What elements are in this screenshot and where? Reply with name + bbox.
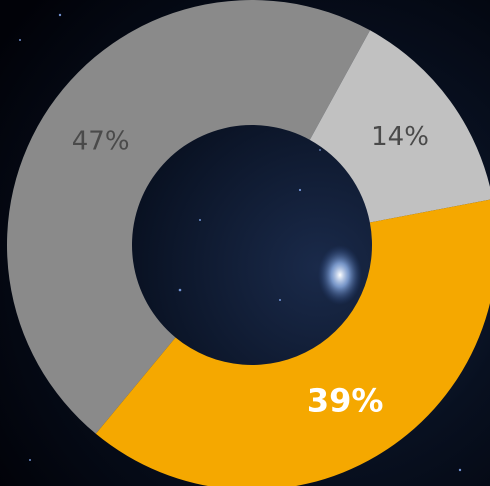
comet xyxy=(318,245,362,305)
donut-segment xyxy=(95,199,490,486)
value-label: 39% xyxy=(307,382,384,420)
stars xyxy=(19,13,472,472)
donut-segment xyxy=(7,0,371,434)
donut-segment xyxy=(309,30,490,223)
donut xyxy=(7,0,490,486)
value-label: 14% xyxy=(371,122,429,152)
labels: 47% 14% 39% xyxy=(72,122,429,420)
value-label: 47% xyxy=(72,127,130,157)
